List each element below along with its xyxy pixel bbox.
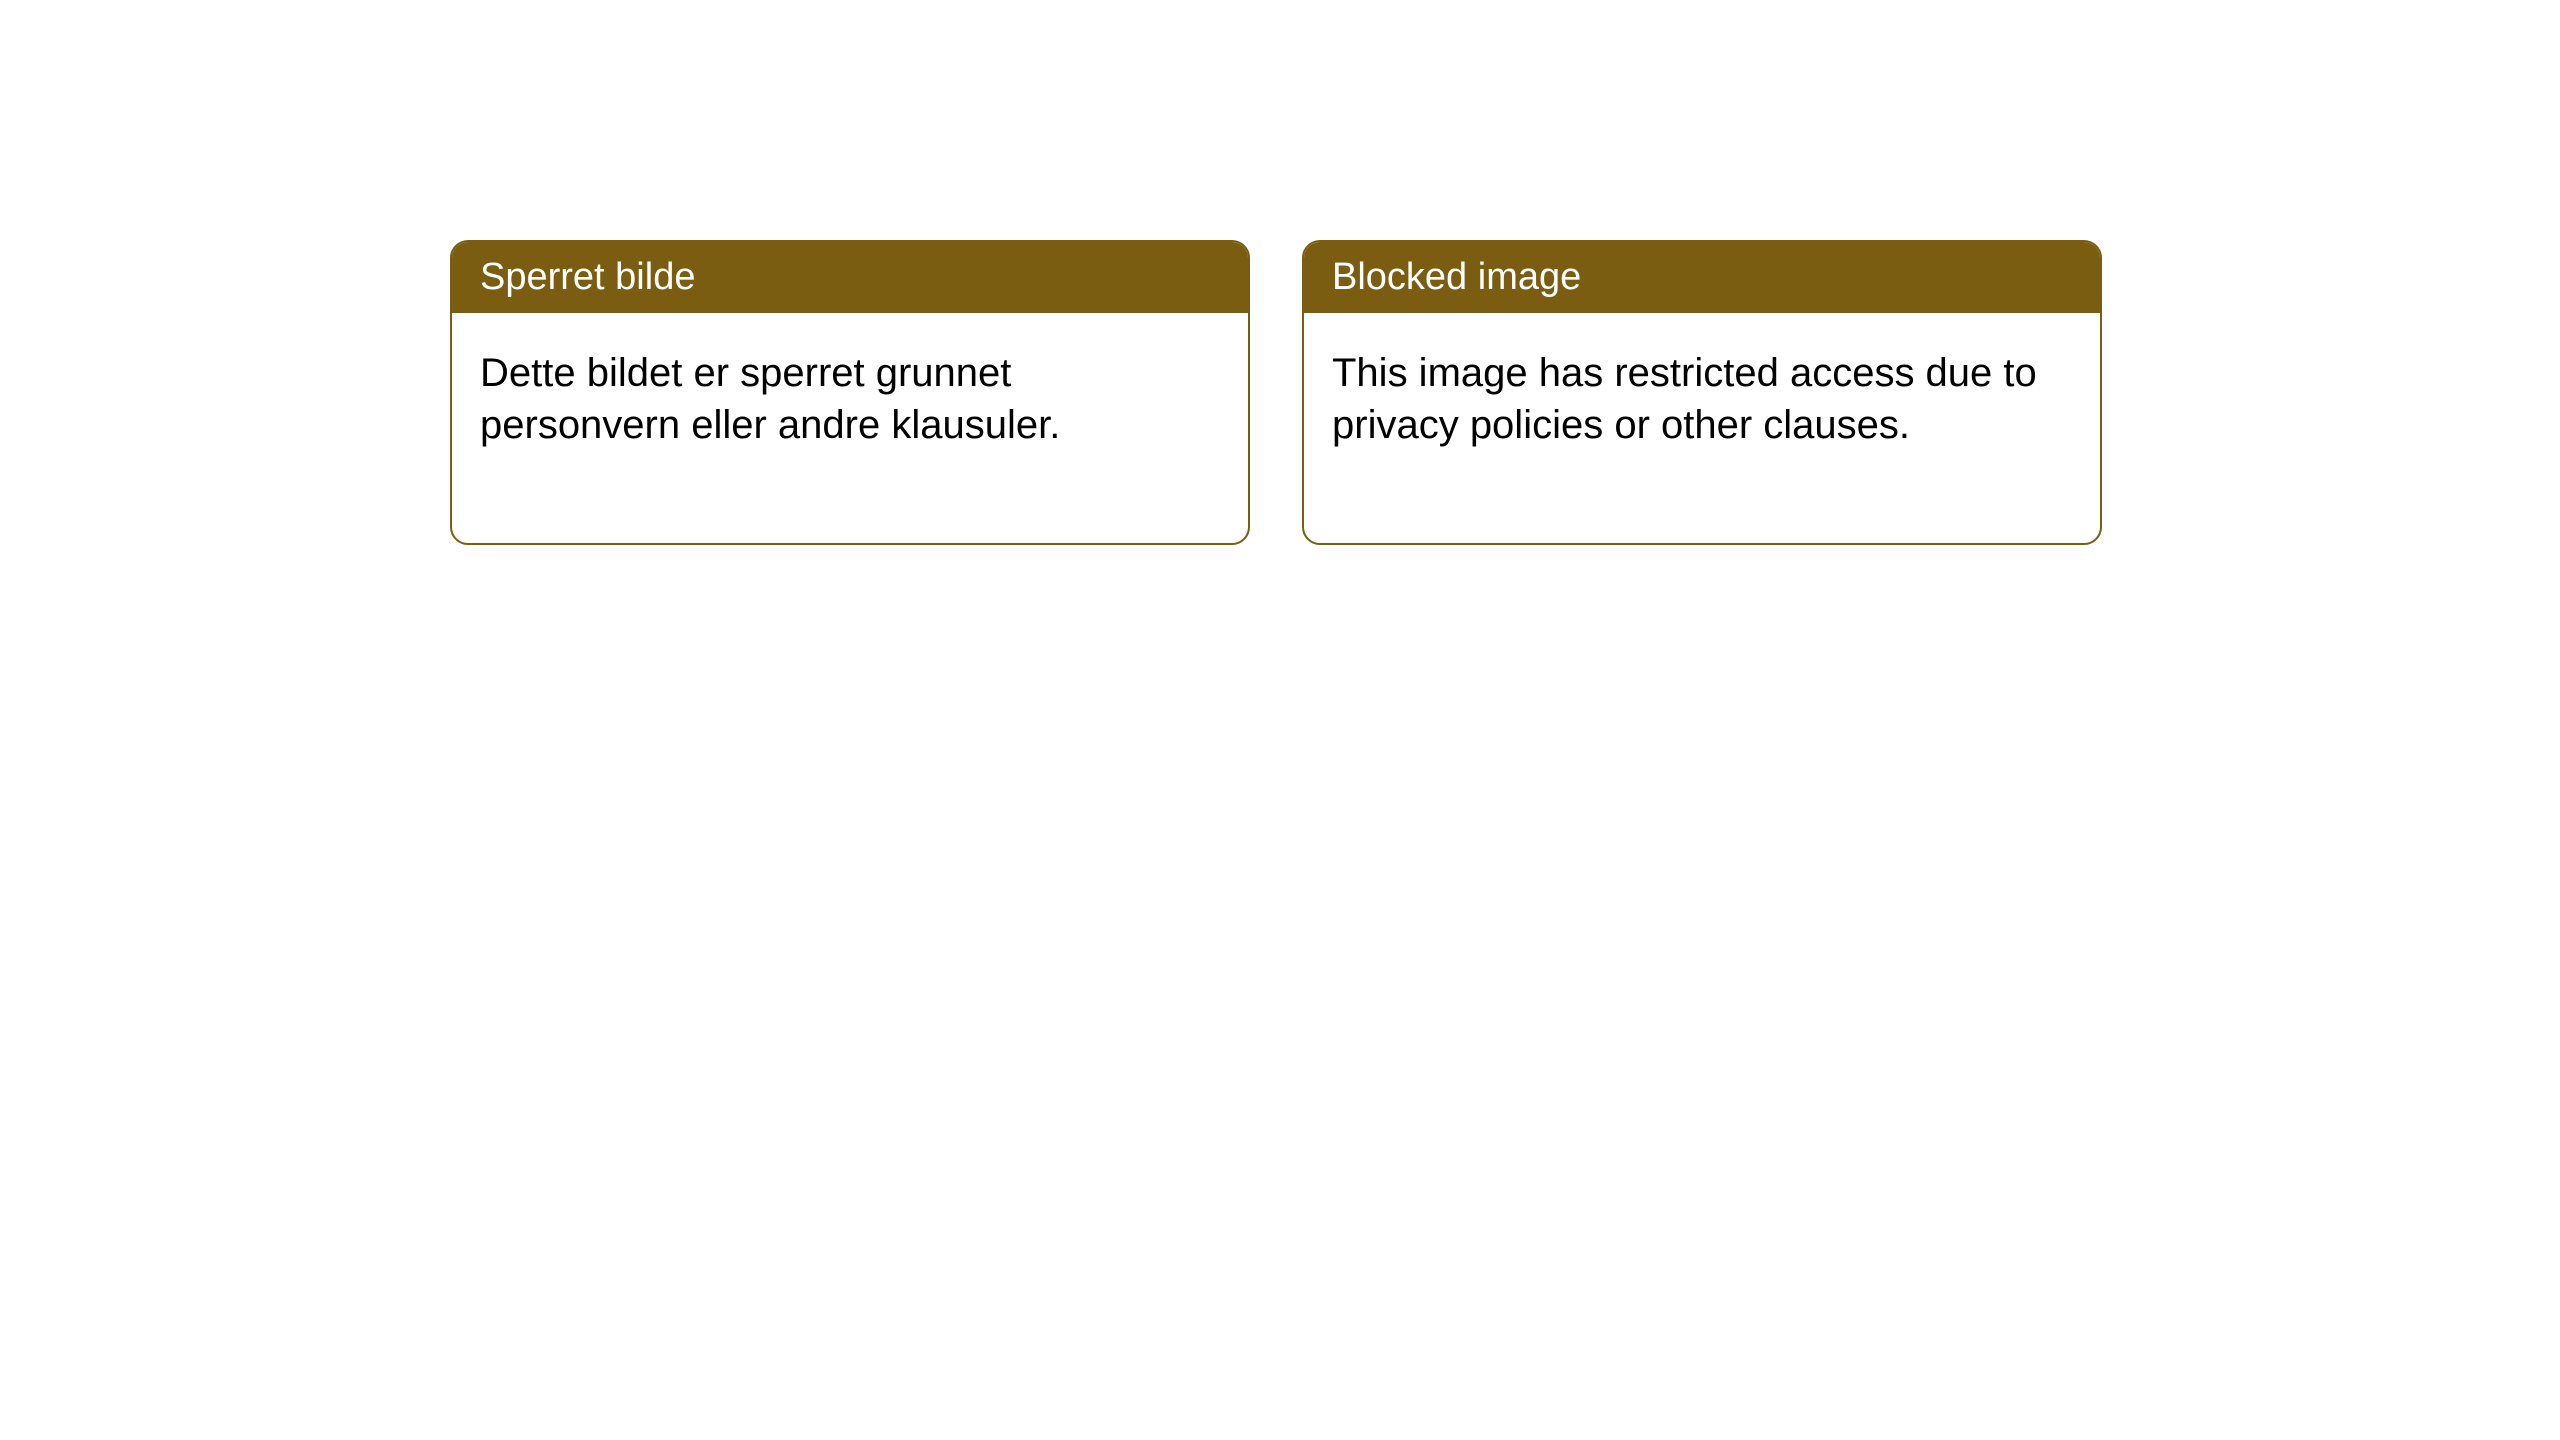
notice-container: Sperret bilde Dette bildet er sperret gr… <box>0 0 2560 545</box>
blocked-image-card-en: Blocked image This image has restricted … <box>1302 240 2102 545</box>
blocked-image-card-no: Sperret bilde Dette bildet er sperret gr… <box>450 240 1250 545</box>
card-body-text: Dette bildet er sperret grunnet personve… <box>452 313 1248 543</box>
card-title: Sperret bilde <box>452 242 1248 313</box>
card-body-text: This image has restricted access due to … <box>1304 313 2100 543</box>
card-title: Blocked image <box>1304 242 2100 313</box>
